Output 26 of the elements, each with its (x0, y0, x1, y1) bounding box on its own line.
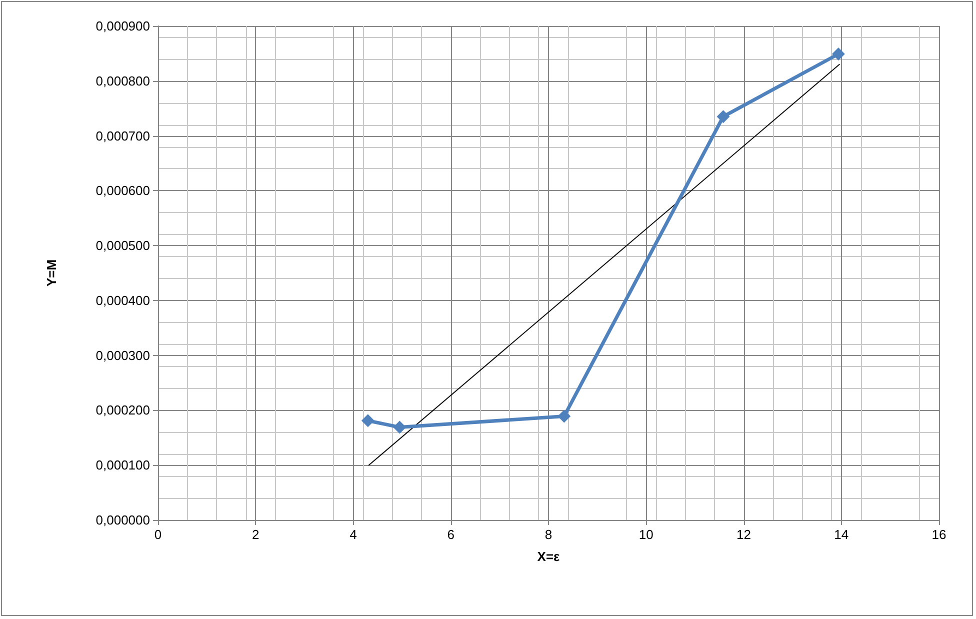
x-tick-label: 8 (544, 527, 552, 542)
point (832, 47, 845, 60)
x-tick-label: 2 (252, 527, 260, 542)
y-tick-label: 0,000400 (96, 292, 150, 308)
point (361, 414, 374, 428)
y-tick-label: 0,000300 (96, 348, 150, 363)
y-tick-label: 0,000900 (96, 18, 150, 34)
point (393, 420, 406, 434)
y-tick-label: 0,000800 (96, 73, 150, 88)
y-tick-label: 0,000000 (96, 512, 150, 528)
x-tick-label: 14 (834, 527, 849, 542)
x-tick-label: 6 (447, 527, 454, 542)
y-tick-label: 0,000200 (96, 402, 150, 418)
x-axis-title: X=ε (537, 549, 560, 564)
point (558, 410, 571, 423)
y-tick-label: 0,000700 (96, 128, 150, 144)
x-tick-label: 12 (736, 527, 751, 542)
x-tick-label: 0 (154, 527, 162, 542)
x-tick-label: 16 (932, 527, 946, 542)
y-tick-label: 0,000500 (96, 238, 150, 254)
point (716, 110, 730, 124)
x-tick-label: 4 (350, 527, 357, 542)
y-axis-title: Y=M (44, 259, 59, 287)
y-tick-label: 0,000100 (96, 458, 150, 473)
y-tick-label: 0,000600 (96, 183, 150, 198)
x-tick-label: 10 (638, 527, 654, 542)
